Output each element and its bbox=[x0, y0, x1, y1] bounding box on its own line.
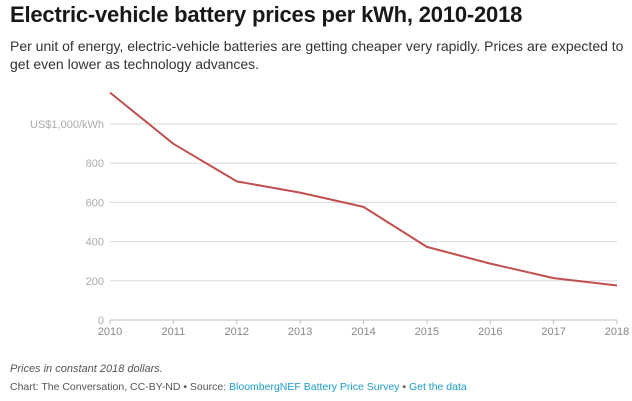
series-line bbox=[109, 91, 618, 287]
x-tick-label: 2017 bbox=[541, 326, 565, 338]
data-point bbox=[171, 141, 176, 146]
credit-text: Chart: The Conversation, CC-BY-ND bbox=[10, 381, 181, 393]
data-point bbox=[424, 244, 429, 249]
y-tick-label: 800 bbox=[86, 158, 104, 170]
data-point bbox=[615, 283, 620, 288]
data-point bbox=[298, 190, 303, 195]
y-tick-label: 0 bbox=[98, 315, 104, 327]
source-label: Source: bbox=[189, 381, 230, 393]
chart-title: Electric-vehicle battery prices per kWh,… bbox=[10, 2, 523, 27]
data-point bbox=[234, 179, 239, 184]
y-tick-label: 400 bbox=[86, 237, 104, 249]
data-point bbox=[108, 90, 113, 95]
x-tick-label: 2015 bbox=[415, 326, 439, 338]
source-link[interactable]: BloombergNEF Battery Price Survey bbox=[229, 381, 400, 393]
data-point bbox=[488, 261, 493, 266]
prices-note: Prices in constant 2018 dollars. bbox=[10, 363, 163, 375]
data-point bbox=[551, 276, 556, 281]
y-tick-label: 200 bbox=[86, 276, 104, 288]
chart-subtitle: Per unit of energy, electric-vehicle bat… bbox=[10, 38, 624, 72]
x-tick-label: 2010 bbox=[98, 326, 122, 338]
x-tick-label: 2018 bbox=[605, 326, 629, 338]
x-tick-label: 2014 bbox=[351, 326, 375, 338]
footer-separator: • bbox=[180, 381, 190, 393]
y-tick-label: US$1,000/kWh bbox=[30, 119, 104, 131]
get-data-link[interactable]: Get the data bbox=[408, 381, 467, 393]
x-tick-label: 2011 bbox=[162, 326, 186, 338]
x-tick-label: 2012 bbox=[225, 326, 249, 338]
data-point bbox=[361, 204, 366, 209]
x-tick-label: 2013 bbox=[288, 326, 312, 338]
chart-footer: Chart: The Conversation, CC-BY-ND • Sour… bbox=[10, 381, 467, 393]
x-tick-label: 2016 bbox=[478, 326, 502, 338]
y-tick-label: 600 bbox=[86, 197, 104, 209]
footer-separator: • bbox=[399, 381, 409, 393]
